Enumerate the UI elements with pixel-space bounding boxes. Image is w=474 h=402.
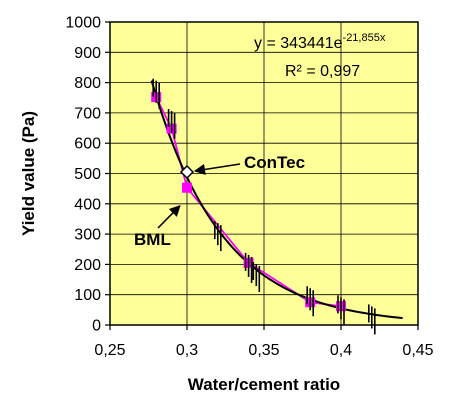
y-tick-label: 500: [74, 166, 101, 183]
y-axis-label: Yield value (Pa): [19, 111, 38, 236]
contec-arrow: [193, 163, 241, 175]
y-tick-label: 800: [74, 75, 101, 92]
bml-arrow: [157, 205, 181, 229]
series-layer: [150, 78, 403, 335]
x-tick-label: 0,3: [176, 342, 198, 359]
x-tick-label: 0,45: [402, 342, 433, 359]
contec-point: [252, 262, 261, 293]
contec-point: [244, 252, 253, 283]
y-tick-label: 100: [74, 287, 101, 304]
y-tick-label: 600: [74, 136, 101, 153]
contec-point: [337, 295, 345, 326]
y-tick-label: 700: [74, 105, 101, 122]
bml-annotation: BML: [134, 230, 171, 249]
fit-equation: y = 343441e-21,855x: [254, 32, 386, 52]
contec-point: [214, 221, 222, 252]
contec-diamond: [179, 164, 195, 180]
x-tick-label: 0,35: [248, 342, 279, 359]
contec-annotation: ConTec: [244, 153, 305, 172]
y-tick-label: 0: [92, 318, 101, 335]
fit-equation-exponent: -21,855x: [343, 32, 386, 44]
y-tick-label: 400: [74, 196, 101, 213]
x-axis-label: Water/cement ratio: [188, 375, 340, 394]
y-tick-label: 300: [74, 227, 101, 244]
contec-point: [167, 108, 176, 139]
ticks: 0 100 200 300 400 500 600 700 800 900 1000 0,25 0,3 0…: [65, 15, 433, 360]
fit-equation-base: y = 343441e: [254, 35, 343, 52]
x-tick-label: 0,25: [94, 342, 125, 359]
annotation-arrows: [157, 163, 241, 229]
y-tick-label: 900: [74, 45, 101, 62]
bml-point: [182, 182, 192, 193]
x-tick-label: 0,4: [330, 342, 352, 359]
contec-point: [152, 78, 160, 109]
y-tick-label: 200: [74, 257, 101, 274]
fit-curve: [150, 80, 403, 320]
y-tick-label: 1000: [65, 15, 101, 32]
fit-r-squared: R² = 0,997: [285, 63, 360, 80]
contec-point: [306, 286, 315, 317]
